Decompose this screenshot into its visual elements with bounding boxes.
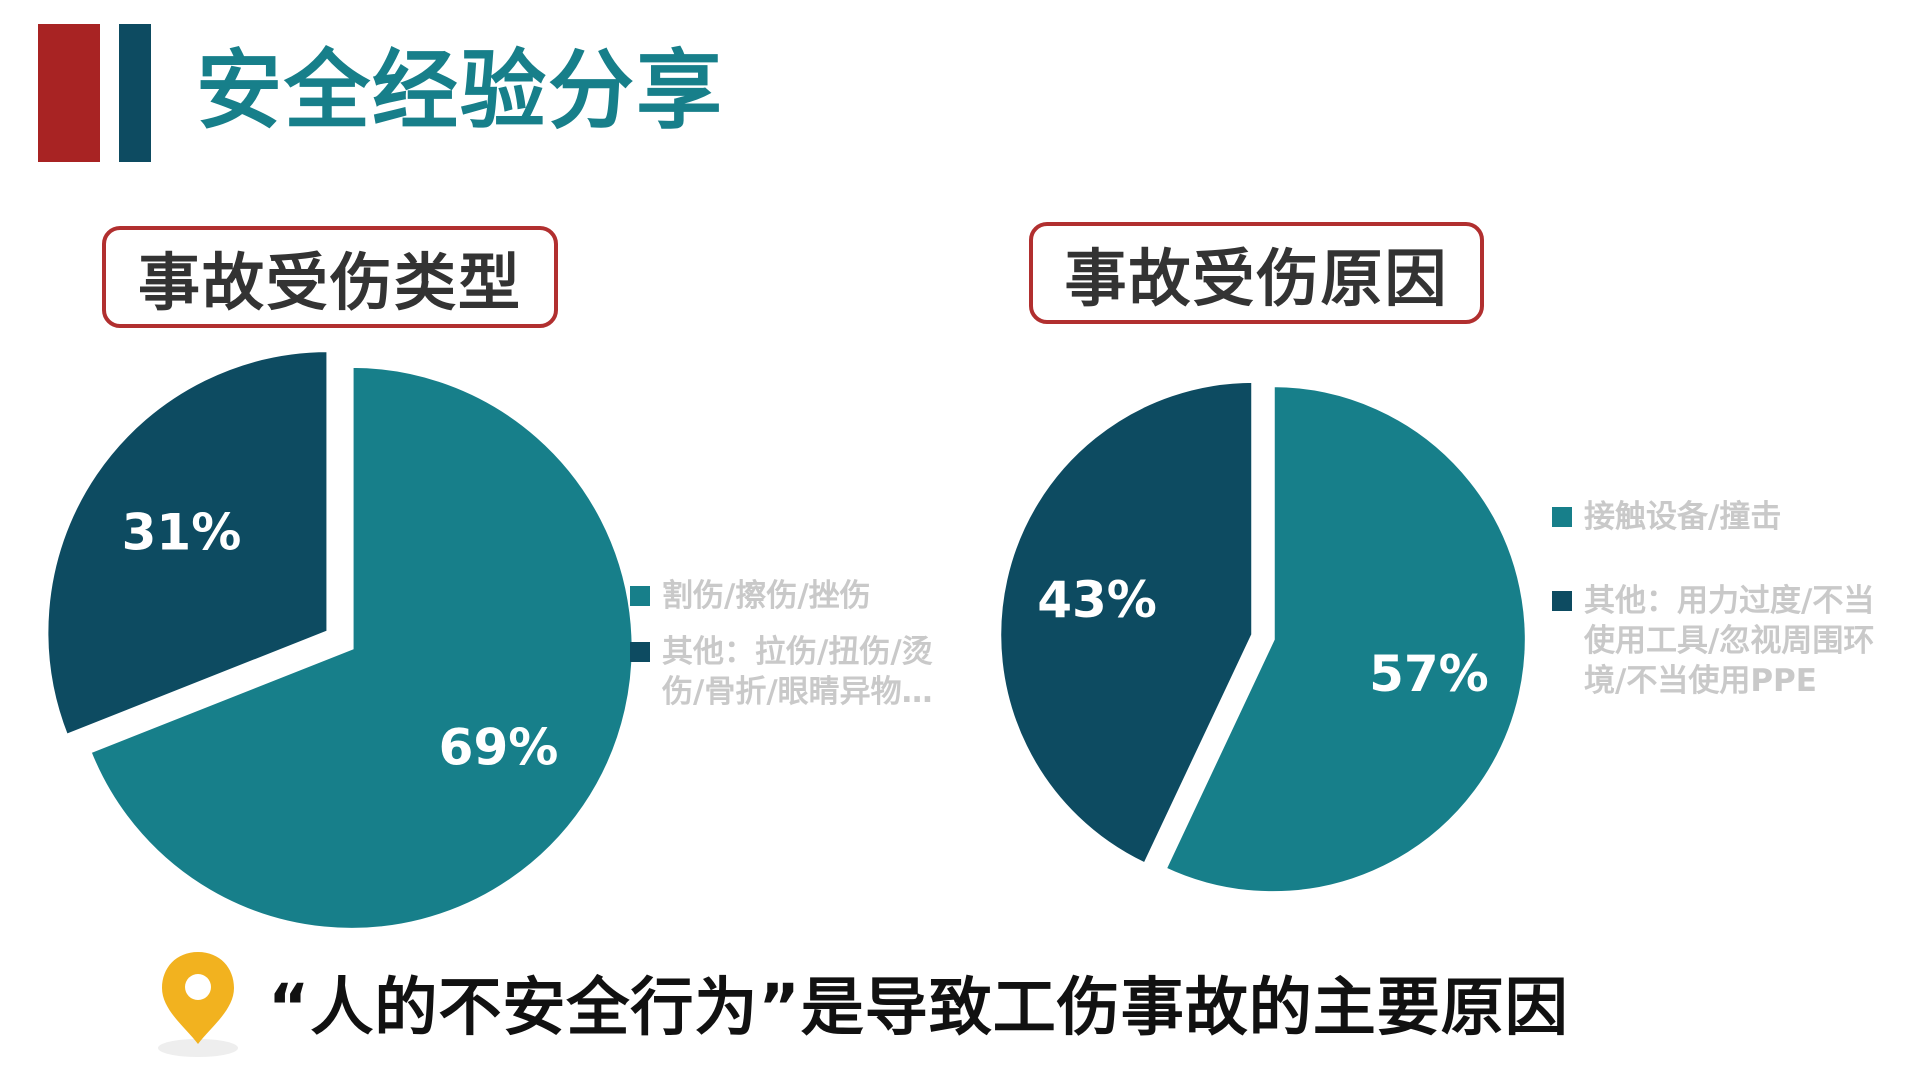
legend-swatch-teal (630, 586, 650, 606)
pie-slice-1-0 (1161, 383, 1529, 896)
chart-title-injury-type: 事故受伤类型 (102, 226, 558, 328)
legend-injury-cause: 接触设备/撞击 其他：用力过度/不当使用工具/忽视周围环境/不当使用PPE (1552, 497, 1902, 745)
legend-item: 其他：拉伤/扭伤/烫伤/骨折/眼睛异物… (630, 632, 970, 712)
title-accent-navy-bar (119, 24, 151, 162)
page-title: 安全经验分享 (196, 41, 724, 141)
pie-label-1-0: 57% (1369, 645, 1489, 703)
pie-label-1-1: 43% (1037, 571, 1157, 629)
legend-swatch-navy (1552, 591, 1572, 611)
legend-item: 割伤/擦伤/挫伤 (630, 576, 970, 616)
legend-injury-type: 割伤/擦伤/挫伤 其他：拉伤/扭伤/烫伤/骨折/眼睛异物… (630, 576, 970, 728)
legend-label: 其他：拉伤/扭伤/烫伤/骨折/眼睛异物… (662, 634, 933, 710)
legend-swatch-navy (630, 642, 650, 662)
legend-label: 其他：用力过度/不当使用工具/忽视周围环境/不当使用PPE (1584, 583, 1875, 699)
pie-label-0-1: 31% (122, 503, 242, 561)
legend-item: 接触设备/撞击 (1552, 497, 1902, 537)
legend-item: 其他：用力过度/不当使用工具/忽视周围环境/不当使用PPE (1552, 581, 1902, 701)
chart-title-injury-cause: 事故受伤原因 (1029, 222, 1484, 324)
legend-swatch-teal (1552, 507, 1572, 527)
pie-slice-0-1 (44, 348, 331, 739)
title-accent-red-bar (38, 24, 100, 162)
location-pin-icon (158, 952, 238, 1057)
legend-label: 割伤/擦伤/挫伤 (662, 578, 871, 614)
pie-slice-0-0 (86, 363, 636, 932)
pie-slice-1-1 (997, 378, 1256, 868)
legend-label: 接触设备/撞击 (1584, 499, 1782, 535)
conclusion-text: “人的不安全行为”是导致工伤事故的主要原因 (268, 971, 1569, 1044)
pie-label-0-0: 69% (439, 719, 559, 777)
